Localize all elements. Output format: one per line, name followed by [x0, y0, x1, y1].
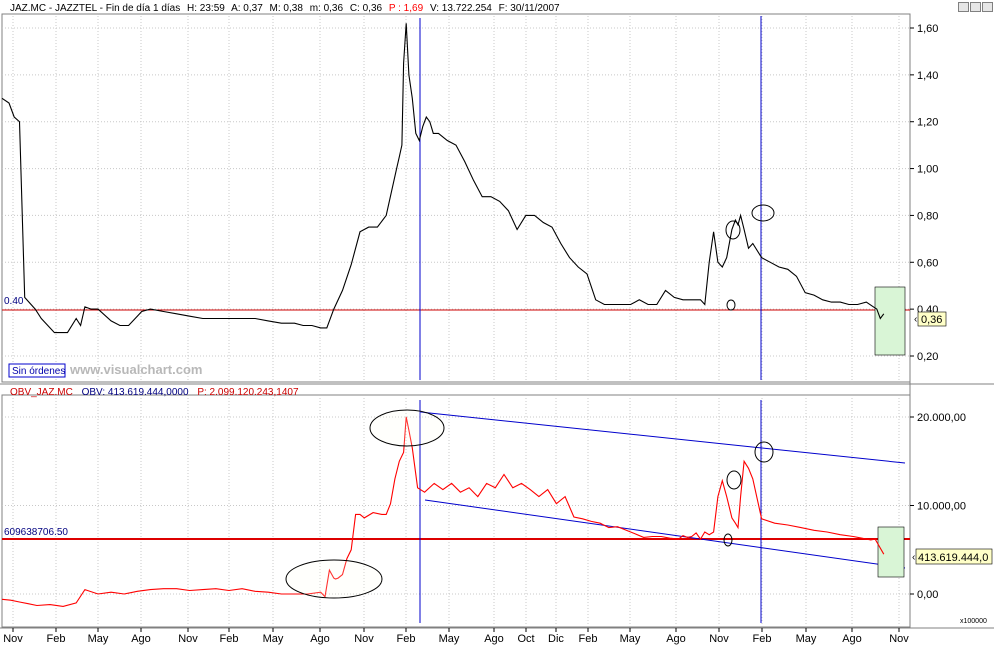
- minimize-icon[interactable]: [958, 2, 969, 12]
- price-y-tick-label: 0,60: [917, 257, 938, 269]
- time-grid: [12, 16, 900, 625]
- price-y-tick-label: 1,60: [917, 23, 938, 35]
- time-tick-label: May: [796, 633, 817, 645]
- obv-series-line: [1, 416, 885, 607]
- price-annotation-ellipse: [751, 204, 775, 222]
- watermark: www.visualchart.com: [69, 362, 202, 377]
- price-annotation-ellipse: [725, 220, 741, 240]
- time-tick-label: Dic: [548, 633, 564, 645]
- price-last-value: 0,36: [921, 314, 942, 326]
- price-series-line: [1, 23, 885, 334]
- price-grid: [2, 27, 910, 357]
- time-tick-label: Ago: [484, 633, 504, 645]
- time-tick-label: Ago: [131, 633, 151, 645]
- price-highlight-box: [874, 286, 906, 356]
- price-y-tick-label: 0,80: [917, 210, 938, 222]
- obv-y-tick-label: 0,00: [917, 589, 938, 601]
- time-tick-label: May: [620, 633, 641, 645]
- time-tick-label: Feb: [579, 633, 598, 645]
- price-y-tick-label: 1,00: [917, 164, 938, 176]
- time-tick-label: May: [263, 633, 284, 645]
- obv-plot-area: [1, 394, 911, 628]
- price-reference-label: 0.40: [4, 296, 24, 307]
- price-header: JAZ.MC - JAZZTEL - Fin de día 1 días H: …: [10, 3, 560, 14]
- time-tick-label: Ago: [666, 633, 686, 645]
- obv-y-tick-label: 10.000,00: [917, 501, 966, 513]
- obv-reference-label: 609638706.50: [4, 527, 68, 538]
- price-y-tick-label: 1,20: [917, 117, 938, 129]
- price-y-tick-label: 0,20: [917, 351, 938, 363]
- obv-annotation-ellipse: [369, 409, 445, 447]
- obv-annotation-ellipse: [754, 441, 774, 463]
- time-tick-label: Oct: [517, 633, 534, 645]
- time-tick-label: Ago: [842, 633, 862, 645]
- obv-header: OBV_JAZ.MC OBV: 413.619.444,0000 P: 2.09…: [10, 387, 299, 398]
- price-annotation-ellipse: [726, 299, 736, 311]
- time-tick-label: Nov: [709, 633, 729, 645]
- obv-last-value: 413.619.444,0: [918, 552, 988, 564]
- time-tick-label: Nov: [889, 633, 909, 645]
- price-y-tick-label: 1,40: [917, 70, 938, 82]
- obv-annotation-ellipse: [285, 559, 383, 599]
- maximize-icon[interactable]: [970, 2, 981, 12]
- time-tick-label: Ago: [310, 633, 330, 645]
- obv-scale-note: x100000: [960, 618, 987, 625]
- obv-annotation-ellipse: [726, 470, 742, 490]
- orders-button-label[interactable]: Sin órdenes: [12, 366, 65, 377]
- time-tick-label: Feb: [753, 633, 772, 645]
- svg-text:‹: ‹: [914, 314, 917, 325]
- obv-annotation-ellipse: [723, 533, 733, 547]
- svg-text:‹: ‹: [912, 552, 915, 563]
- time-tick-label: Nov: [3, 633, 23, 645]
- time-tick-label: Nov: [354, 633, 374, 645]
- time-tick-label: Feb: [47, 633, 66, 645]
- time-tick-label: May: [439, 633, 460, 645]
- orders-button[interactable]: [8, 363, 66, 378]
- price-plot-area: [1, 13, 911, 383]
- time-tick-label: Feb: [397, 633, 416, 645]
- price-last-value-badge: [917, 311, 947, 327]
- time-tick-label: Nov: [178, 633, 198, 645]
- close-icon[interactable]: [982, 2, 993, 12]
- time-axis: Nov Feb May Ago Nov Feb May Ago Nov Feb May Ago Oct D…: [3, 628, 909, 645]
- time-tick-label: May: [88, 633, 109, 645]
- obv-channel-upper: [419, 411, 906, 464]
- obv-channel-lower: [424, 499, 906, 569]
- time-tick-label: Feb: [220, 633, 239, 645]
- obv-y-tick-label: 20.000,00: [917, 412, 966, 424]
- obv-y-axis: 0,00 10.000,00 20.000,00: [910, 412, 966, 601]
- obv-last-value-badge: [915, 548, 993, 565]
